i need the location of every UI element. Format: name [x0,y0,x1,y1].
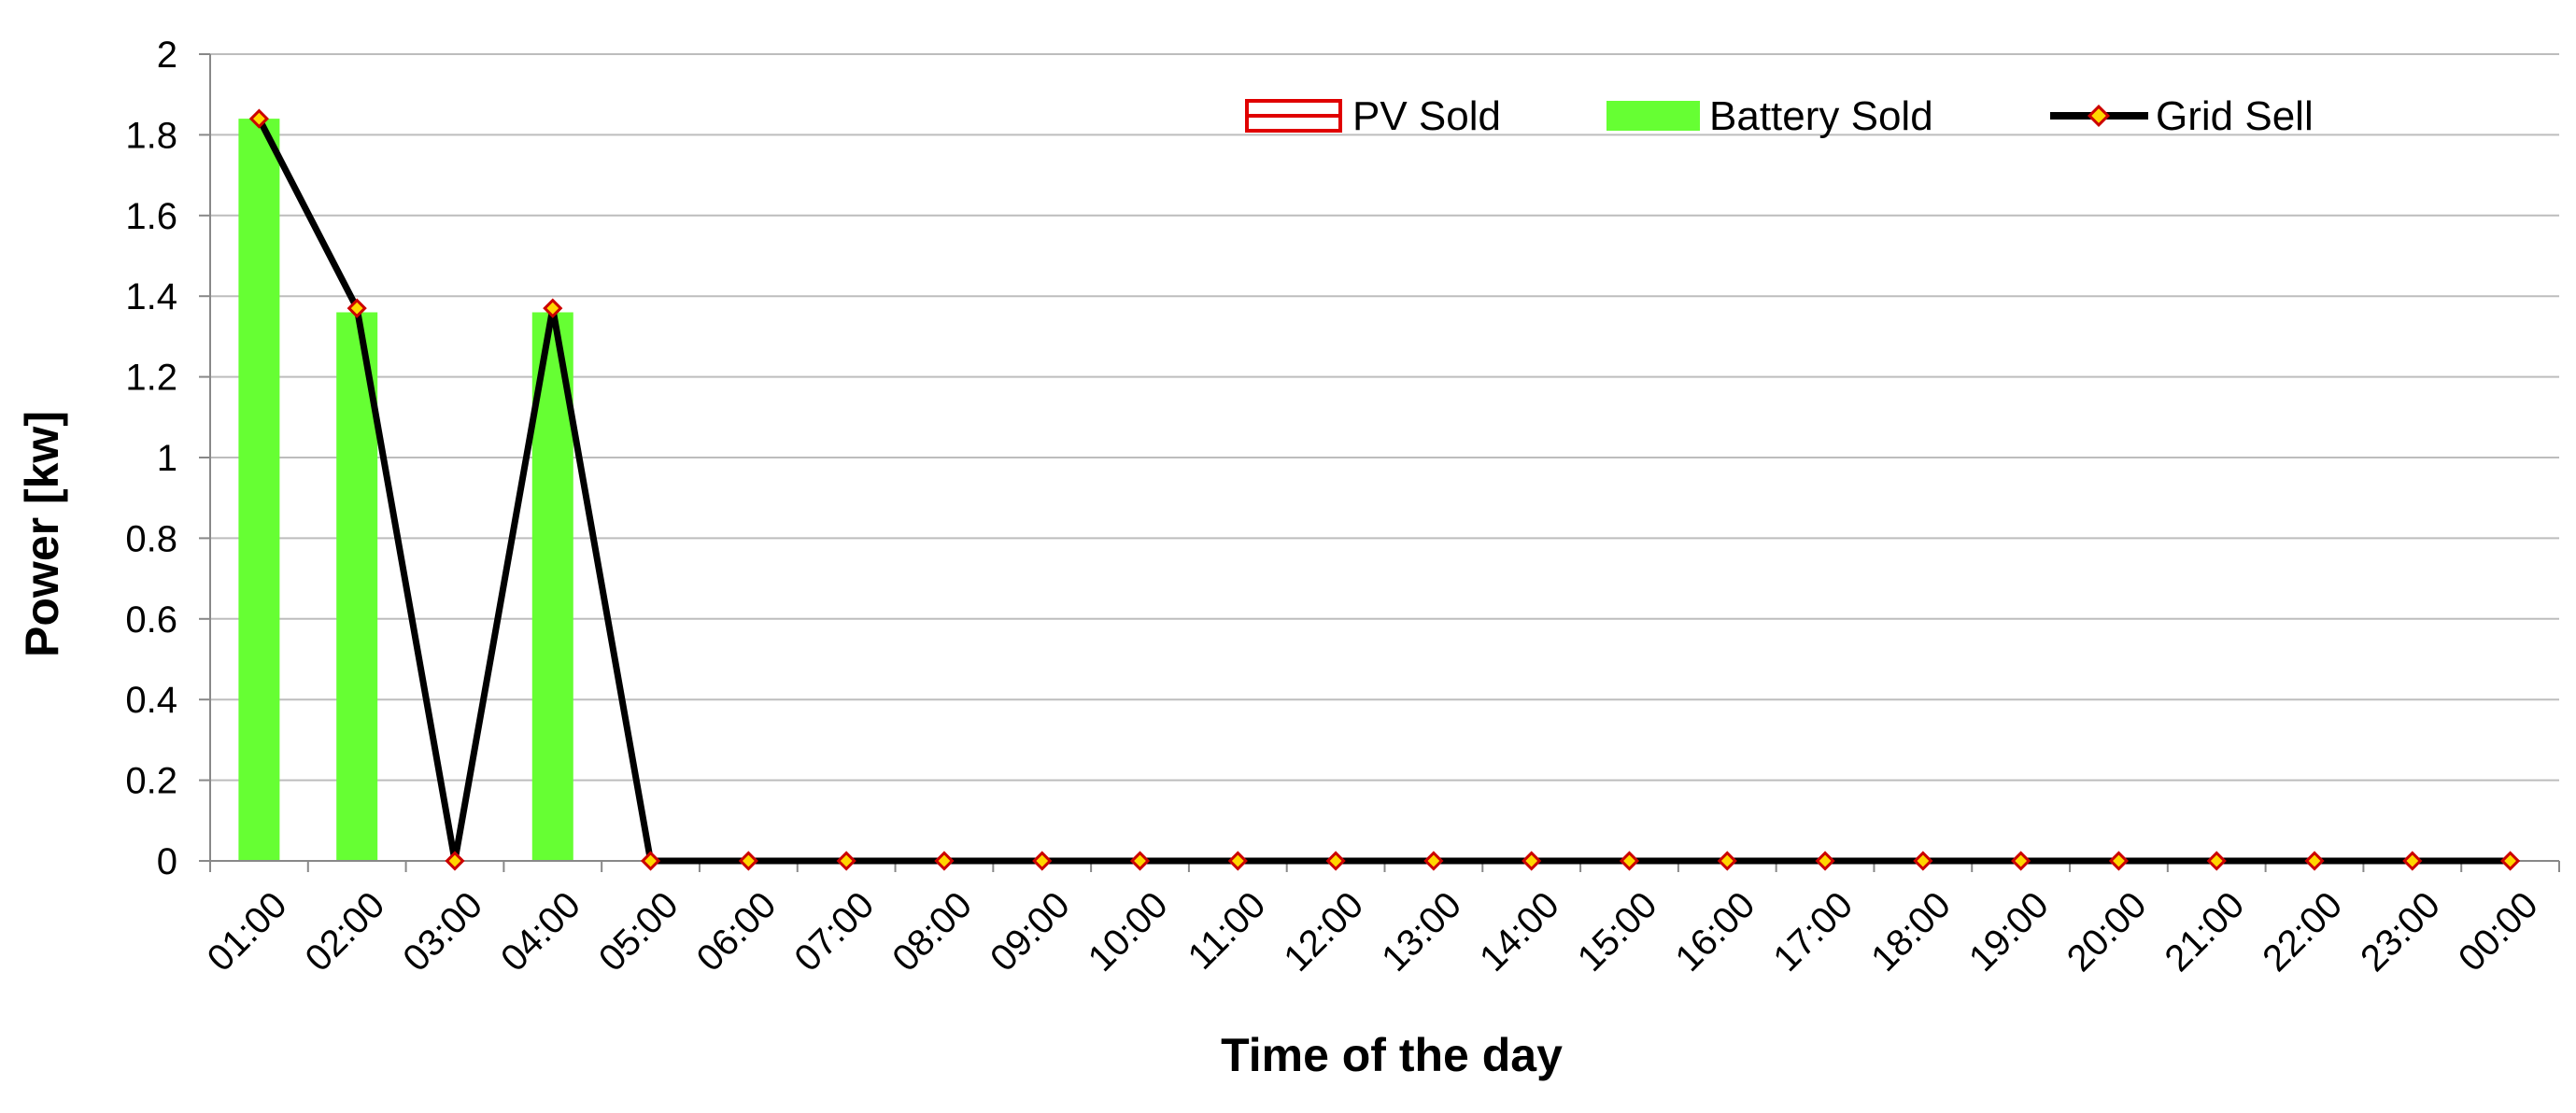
x-tick-label: 12:00 [1276,884,1371,979]
x-tick-label: 21:00 [2157,884,2252,979]
y-tick-label: 1.2 [125,358,177,399]
x-tick-label: 02:00 [297,884,392,979]
y-tick-label: 1.8 [125,115,177,156]
x-tick-label: 05:00 [591,884,686,979]
y-tick-label: 0.4 [125,680,177,721]
point-grid-sell [738,851,758,871]
point-grid-sell [2499,851,2521,871]
x-tick-label: 07:00 [786,884,882,979]
line-series [248,108,2521,871]
legend-item-pv-sold: PV Sold [1245,93,1501,139]
point-grid-sell [2402,851,2423,871]
legend: PV Sold Battery Sold Grid Sell [1245,93,2314,139]
point-grid-sell [248,108,270,129]
y-tick-label: 2 [157,35,177,76]
y-tick-label: 0 [157,841,177,882]
x-tick-label: 03:00 [395,884,490,979]
point-grid-sell [1619,851,1640,871]
y-tick-label: 0.6 [125,599,177,641]
x-tick-label: 15:00 [1570,884,1665,979]
legend-swatch-battery-sold [1606,101,1700,131]
line-grid-sell [256,117,2511,865]
point-grid-sell [2108,851,2130,871]
point-grid-sell [1522,851,1542,871]
x-tick-label: 16:00 [1668,884,1763,979]
x-tick-label: 06:00 [689,884,785,979]
point-grid-sell [543,298,563,318]
legend-label-battery-sold: Battery Sold [1709,93,1933,139]
legend-item-grid-sell: Grid Sell [2050,93,2314,139]
legend-item-battery-sold: Battery Sold [1606,93,1933,139]
x-tick-label: 23:00 [2353,884,2448,979]
x-tick-label: 13:00 [1374,884,1469,979]
y-tick-label: 1 [157,438,177,479]
point-grid-sell [836,851,856,871]
x-tick-label: 22:00 [2255,884,2350,979]
y-tick-label: 1.4 [125,276,177,317]
point-grid-sell [1423,851,1444,871]
x-axis-title: Time of the day [1221,1029,1563,1081]
point-grid-sell [347,298,367,318]
point-grid-sell [1129,851,1151,871]
legend-label-grid-sell: Grid Sell [2156,93,2314,139]
x-tick-labels: 01:00 02:00 03:00 04:00 05:00 06:00 07:00 08:00… [200,884,2546,979]
legend-label-pv-sold: PV Sold [1352,93,1501,139]
x-tick-label: 09:00 [983,884,1078,979]
point-grid-sell [934,851,955,871]
x-tick-label: 17:00 [1765,884,1861,979]
point-grid-sell [2206,851,2227,871]
bar-battery-sold [238,119,280,862]
y-axis-title: Power [kw] [16,411,68,657]
point-grid-sell [1815,851,1835,871]
point-grid-sell [1325,851,1346,871]
point-grid-sell [1913,851,1933,871]
y-tick-label: 0.8 [125,518,177,559]
point-grid-sell [1227,851,1248,871]
x-tick-label: 19:00 [1961,884,2057,979]
y-tick-labels: 0 0.2 0.4 0.6 0.8 1 1.2 1.4 1.6 1.8 2 [125,35,177,882]
x-tick-label: 18:00 [1863,884,1959,979]
gridlines [199,53,2559,862]
x-tick-label: 04:00 [493,884,588,979]
point-grid-sell [1032,851,1053,871]
point-grid-sell [1717,851,1737,871]
x-tick-label: 20:00 [2059,884,2155,979]
x-tick-label: 11:00 [1181,884,1274,978]
point-grid-sell [640,851,661,871]
y-tick-label: 1.6 [125,196,177,237]
y-tick-label: 0.2 [125,761,177,802]
x-tick-label: 00:00 [2451,884,2546,979]
point-grid-sell [2011,851,2031,871]
point-grid-sell [445,851,465,871]
x-tick-label: 10:00 [1081,884,1176,979]
x-tick-label: 14:00 [1472,884,1567,979]
x-tick-label: 08:00 [885,884,980,979]
x-tick-label: 01:00 [200,884,295,979]
point-grid-sell [2304,851,2325,871]
legend-swatch-grid-sell-marker [2087,104,2111,128]
